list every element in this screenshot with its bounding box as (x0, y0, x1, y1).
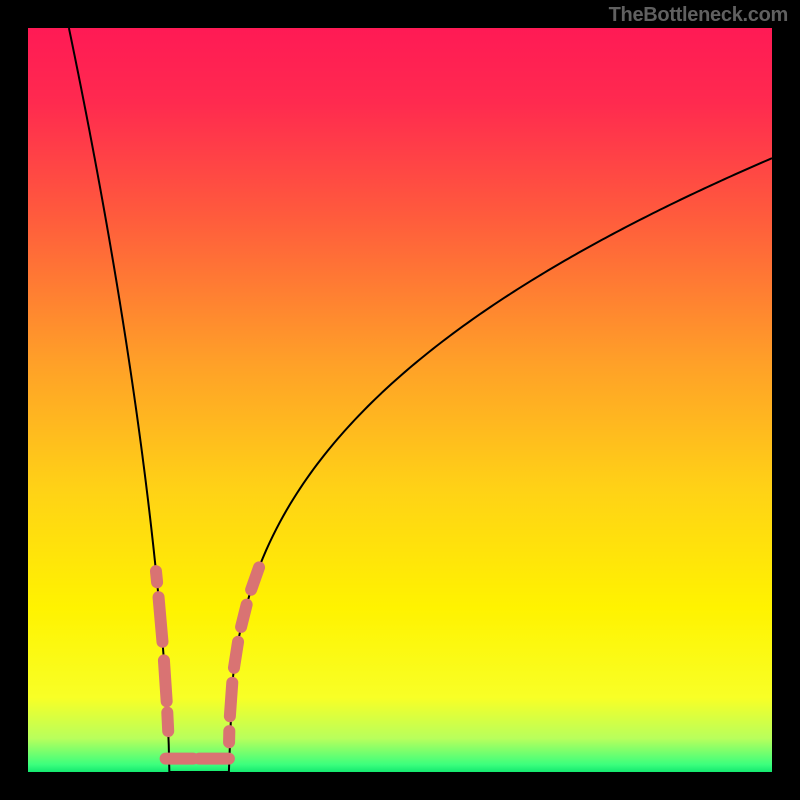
highlight-marker (156, 571, 157, 582)
highlight-marker (159, 597, 163, 642)
highlight-marker (164, 660, 167, 701)
highlight-marker (230, 683, 232, 716)
bottleneck-chart (28, 28, 772, 772)
highlight-marker (167, 712, 168, 731)
gradient-background (28, 28, 772, 772)
attribution-text: TheBottleneck.com (609, 4, 788, 27)
chart-frame: TheBottleneck.com (0, 0, 800, 800)
highlight-marker (234, 642, 238, 668)
highlight-marker (251, 567, 259, 589)
highlight-marker (241, 605, 247, 627)
